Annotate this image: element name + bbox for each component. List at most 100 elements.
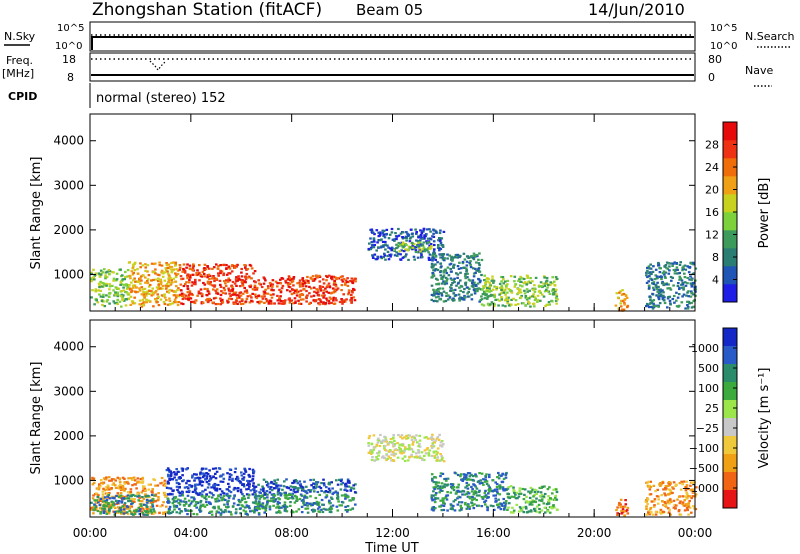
data-cell bbox=[250, 296, 253, 299]
data-cell bbox=[323, 491, 326, 494]
data-cell bbox=[437, 246, 440, 249]
data-cell bbox=[200, 275, 204, 278]
data-cell bbox=[213, 507, 216, 510]
data-cell bbox=[540, 498, 544, 501]
data-cell bbox=[194, 487, 197, 490]
data-cell bbox=[395, 235, 399, 238]
data-cell bbox=[119, 483, 122, 486]
data-cell bbox=[216, 267, 220, 270]
data-cell bbox=[251, 468, 255, 471]
data-cell bbox=[225, 267, 228, 270]
data-cell bbox=[460, 478, 463, 481]
data-cell bbox=[372, 448, 375, 451]
data-cell bbox=[293, 491, 297, 494]
data-cell bbox=[686, 276, 689, 280]
data-cell bbox=[390, 246, 394, 249]
data-cell bbox=[430, 497, 434, 500]
data-cell bbox=[473, 290, 477, 293]
data-cell bbox=[228, 279, 232, 282]
data-cell bbox=[505, 296, 508, 299]
data-cell bbox=[115, 301, 118, 304]
data-cell bbox=[352, 279, 356, 282]
data-cell bbox=[170, 472, 173, 475]
data-cell bbox=[150, 290, 153, 293]
data-cell bbox=[120, 512, 123, 515]
data-cell bbox=[300, 511, 304, 514]
data-cell bbox=[405, 437, 408, 440]
data-cell bbox=[324, 508, 328, 511]
data-cell bbox=[106, 270, 109, 273]
data-cell bbox=[129, 303, 132, 306]
data-cell bbox=[184, 508, 187, 511]
data-cell bbox=[421, 237, 424, 240]
data-cell bbox=[236, 503, 240, 507]
data-cell bbox=[122, 299, 126, 302]
data-cell bbox=[192, 499, 196, 502]
data-cell bbox=[647, 265, 651, 268]
data-cell bbox=[298, 285, 302, 288]
data-cell bbox=[679, 261, 682, 264]
data-cell bbox=[484, 503, 487, 506]
data-cell bbox=[673, 269, 677, 272]
data-cell bbox=[659, 267, 662, 270]
data-cell bbox=[140, 279, 143, 282]
data-cell bbox=[226, 488, 230, 491]
date-label: 14/Jun/2010 bbox=[588, 0, 685, 19]
data-cell bbox=[340, 284, 344, 287]
data-cell bbox=[124, 304, 128, 307]
data-cell bbox=[100, 481, 103, 484]
data-cell bbox=[531, 280, 534, 283]
data-cell bbox=[467, 483, 470, 486]
data-cell bbox=[120, 305, 123, 308]
data-cell bbox=[288, 282, 292, 285]
data-cell bbox=[691, 481, 694, 484]
data-cell bbox=[437, 438, 441, 441]
data-cell bbox=[499, 286, 502, 289]
data-cell bbox=[680, 480, 683, 483]
data-cell bbox=[254, 293, 257, 296]
data-cell bbox=[157, 288, 160, 291]
data-cell bbox=[432, 257, 436, 260]
data-cell bbox=[313, 290, 316, 293]
data-cell bbox=[675, 504, 678, 507]
data-cell bbox=[473, 490, 477, 493]
data-cell bbox=[461, 493, 464, 496]
data-cell bbox=[659, 290, 662, 293]
data-cell bbox=[647, 306, 651, 309]
data-cell bbox=[533, 491, 537, 494]
data-cell bbox=[386, 250, 390, 253]
colorbar-segment bbox=[723, 284, 737, 303]
data-cell bbox=[411, 248, 414, 251]
data-cell bbox=[107, 504, 110, 507]
data-cell bbox=[124, 275, 127, 279]
data-cell bbox=[526, 511, 529, 514]
data-cell bbox=[413, 258, 416, 261]
data-cell bbox=[248, 480, 252, 483]
data-cell bbox=[128, 274, 131, 277]
data-cell bbox=[199, 506, 202, 509]
data-cell bbox=[519, 284, 522, 287]
colorbar-tick-label: 20 bbox=[705, 184, 719, 197]
data-cell bbox=[117, 511, 120, 514]
data-cell bbox=[352, 296, 356, 299]
data-cell bbox=[370, 450, 374, 453]
data-cell bbox=[222, 477, 226, 480]
data-cell bbox=[311, 502, 315, 505]
velocity-ylabel: Slant Range [km] bbox=[29, 362, 44, 475]
data-cell bbox=[481, 293, 485, 296]
data-cell bbox=[504, 500, 508, 503]
data-cell bbox=[524, 505, 528, 508]
data-cell bbox=[318, 505, 321, 508]
data-cell bbox=[139, 477, 143, 481]
data-cell bbox=[255, 509, 259, 512]
data-cell bbox=[172, 500, 176, 503]
data-cell bbox=[682, 265, 685, 268]
data-cell bbox=[219, 264, 222, 267]
data-cell bbox=[463, 473, 467, 476]
data-cell bbox=[311, 503, 314, 507]
data-cell bbox=[241, 284, 245, 287]
data-cell bbox=[690, 278, 693, 281]
data-cell bbox=[319, 300, 323, 303]
data-cell bbox=[91, 497, 95, 500]
data-cell bbox=[439, 489, 442, 492]
